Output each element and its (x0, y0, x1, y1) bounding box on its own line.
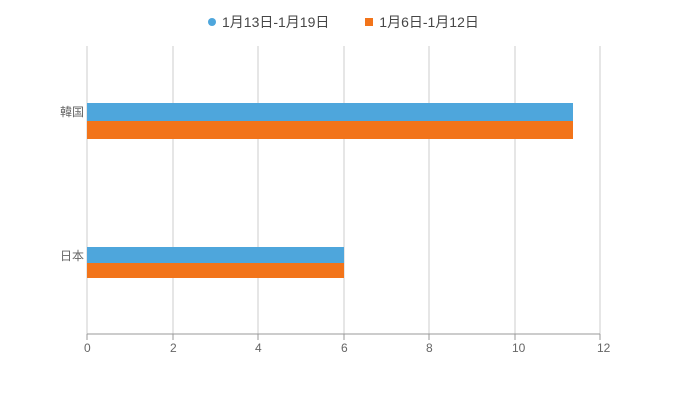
svg-text:2: 2 (170, 341, 177, 355)
svg-text:0: 0 (84, 341, 91, 355)
svg-text:10: 10 (512, 341, 526, 355)
svg-text:韓国: 韓国 (60, 105, 84, 119)
svg-text:6: 6 (341, 341, 348, 355)
svg-text:4: 4 (255, 341, 262, 355)
svg-text:日本: 日本 (60, 249, 84, 263)
svg-text:8: 8 (426, 341, 433, 355)
svg-text:12: 12 (597, 341, 611, 355)
